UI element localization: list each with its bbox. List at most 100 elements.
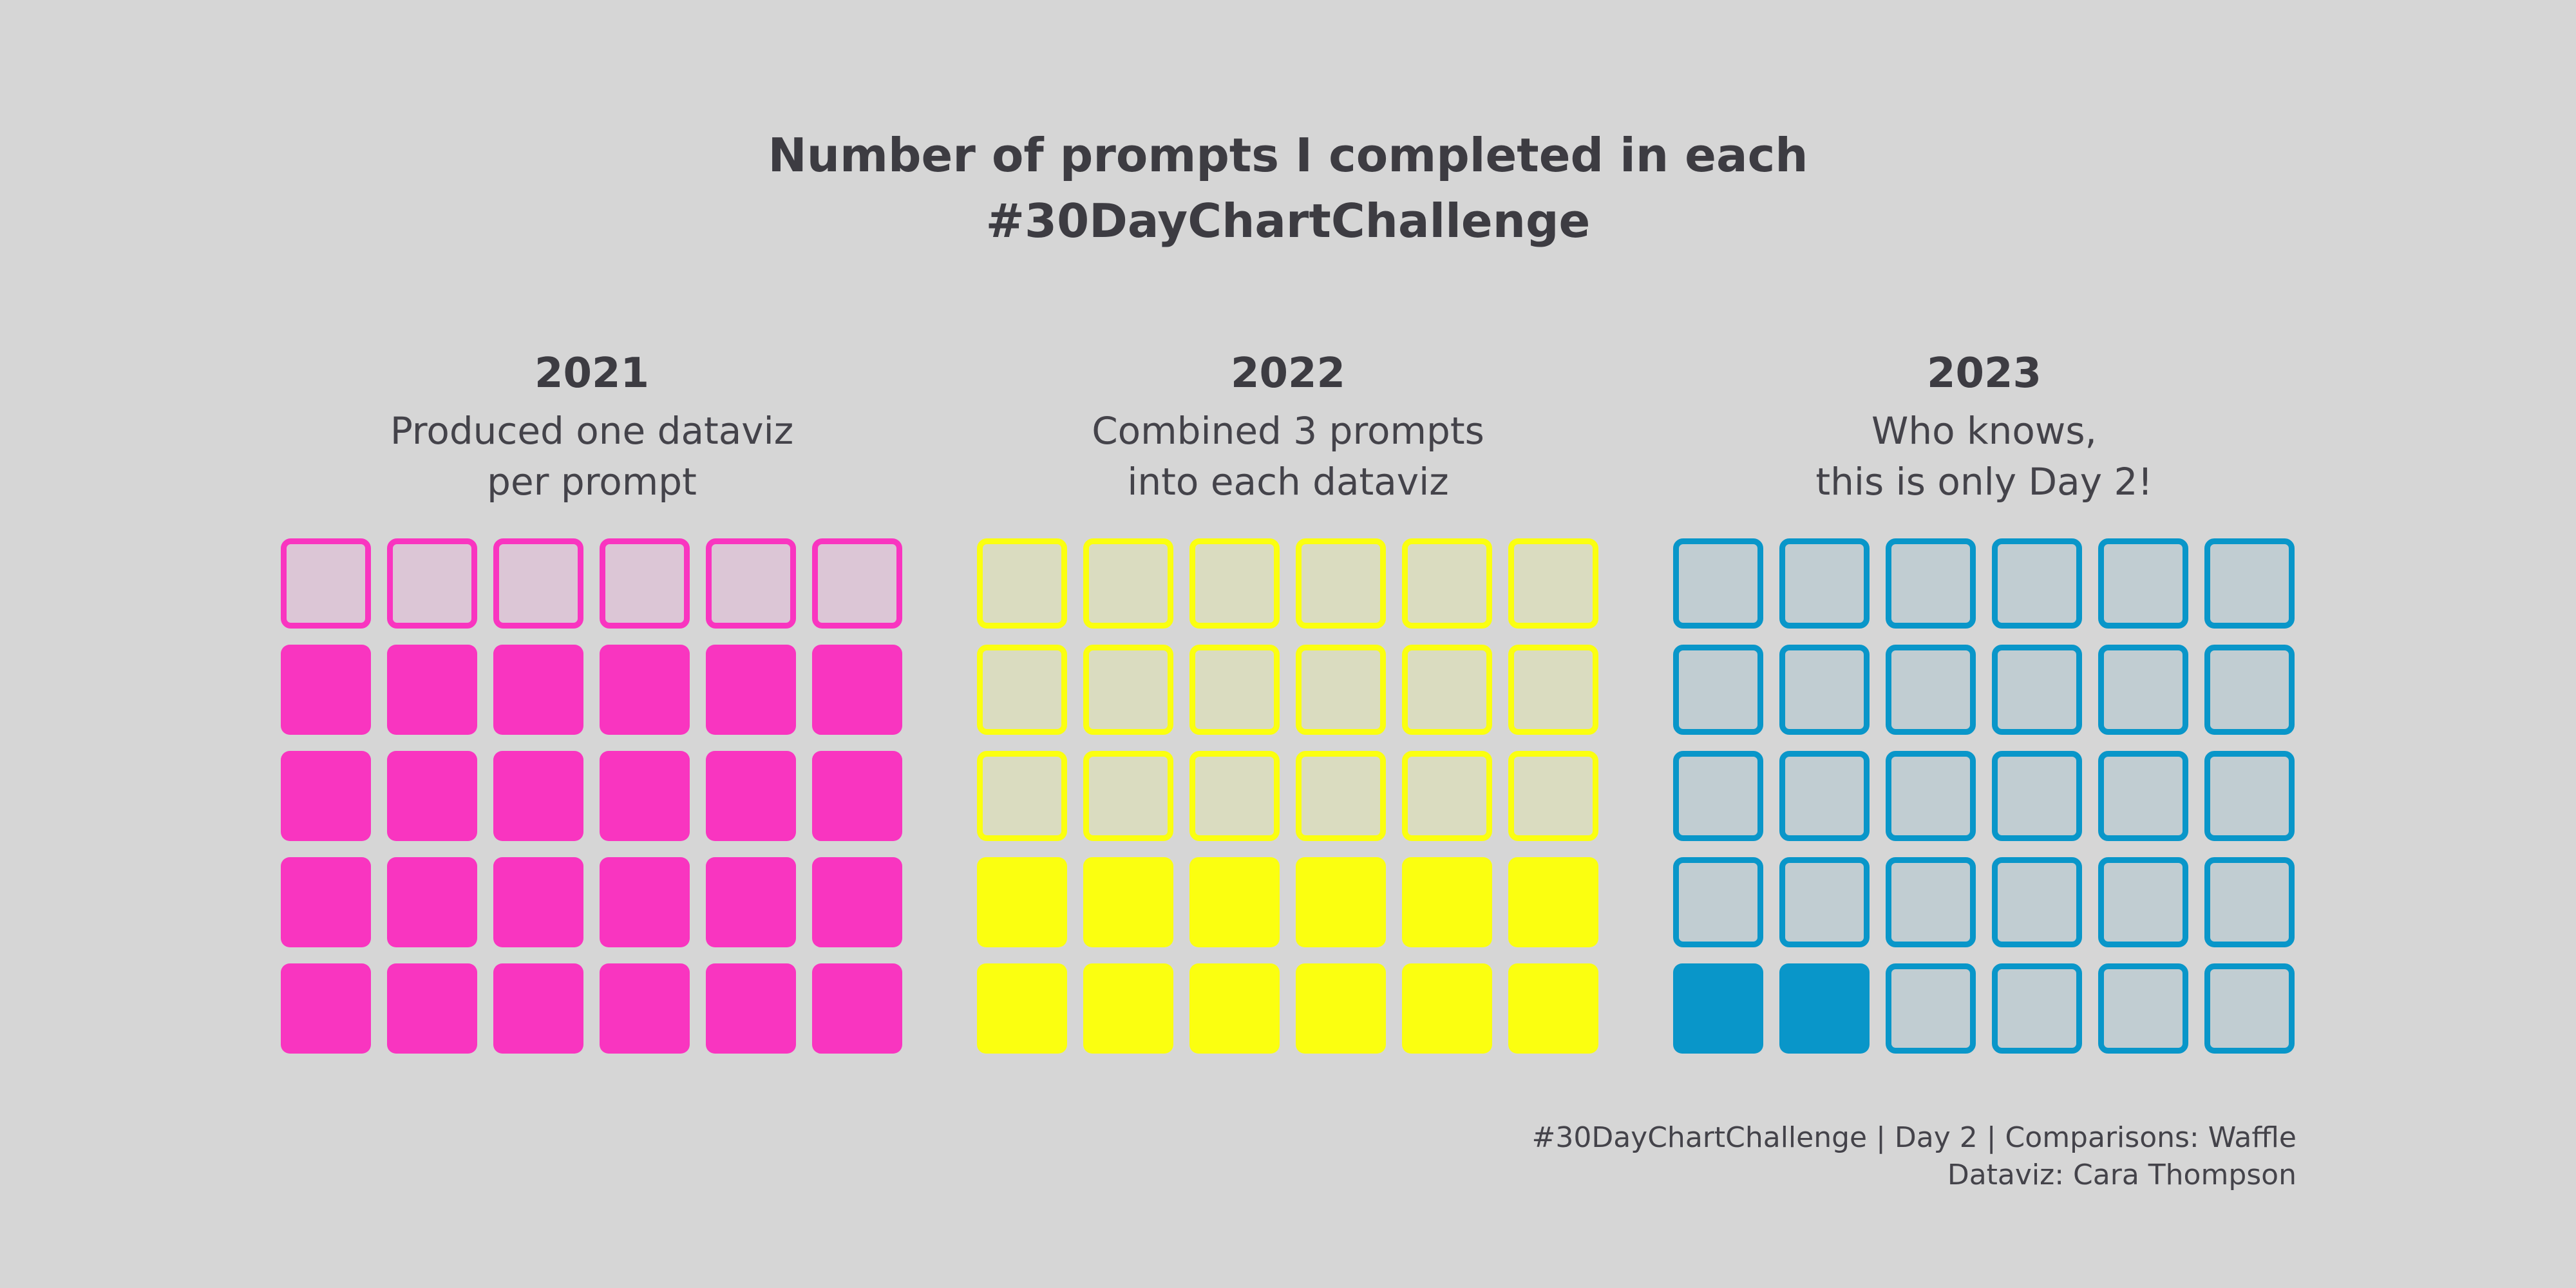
waffle-square-2023-empty [1886, 963, 1976, 1054]
waffle-square-2023-empty [2204, 963, 2295, 1054]
waffle-square-2022-empty [1296, 645, 1386, 735]
waffle-square-2022-empty [1296, 538, 1386, 629]
waffle-square-2023-empty [2098, 645, 2188, 735]
waffle-square-2023-empty [2204, 857, 2295, 947]
waffle-square-2023-empty [1992, 645, 2082, 735]
waffle-square-2023-empty [1673, 857, 1763, 947]
waffle-square-2021-completed [387, 645, 477, 735]
waffle-square-2022-empty [1402, 645, 1492, 735]
panel-2023-header: 2023 Who knows, this is only Day 2! [1673, 341, 2295, 507]
waffle-square-2022-empty [1508, 538, 1598, 629]
waffle-square-2021-completed [387, 857, 477, 947]
waffle-2021 [281, 538, 902, 1054]
waffle-square-2021-completed [812, 645, 902, 735]
waffle-square-2022-completed [1296, 857, 1386, 947]
waffle-square-2023-empty [2098, 751, 2188, 841]
waffle-square-2022-empty [1402, 538, 1492, 629]
waffle-square-2021-completed [706, 857, 796, 947]
waffle-square-2021-completed [387, 963, 477, 1054]
waffle-square-2023-empty [1886, 857, 1976, 947]
waffle-square-2023-empty [1673, 538, 1763, 629]
waffle-square-2021-empty [812, 538, 902, 629]
waffle-square-2021-completed [600, 645, 690, 735]
waffle-square-2023-empty [1673, 751, 1763, 841]
waffle-square-2022-completed [1508, 963, 1598, 1054]
waffle-square-2023-empty [2098, 963, 2188, 1054]
waffle-square-2021-completed [493, 645, 583, 735]
waffle-square-2023-empty [1992, 857, 2082, 947]
waffle-square-2021-completed [493, 751, 583, 841]
waffle-square-2022-completed [1296, 963, 1386, 1054]
panel-subtitle: Who knows, this is only Day 2! [1673, 406, 2295, 507]
panel-subtitle: Produced one dataviz per prompt [281, 406, 903, 507]
panel-subtitle-line2: into each dataviz [1127, 460, 1449, 504]
waffle-square-2022-empty [1508, 645, 1598, 735]
panel-year-label: 2023 [1926, 350, 2042, 397]
waffle-square-2022-empty [1083, 538, 1173, 629]
waffle-square-2021-completed [281, 645, 371, 735]
waffle-square-2023-completed [1673, 963, 1763, 1054]
waffle-square-2023-empty [2204, 538, 2295, 629]
waffle-2022 [977, 538, 1598, 1054]
panel-2022-header: 2022 Combined 3 prompts into each datavi… [977, 341, 1599, 507]
panel-subtitle-line1: Who knows, [1871, 409, 2097, 453]
waffle-square-2021-completed [281, 751, 371, 841]
waffle-square-2022-empty [1083, 645, 1173, 735]
panel-subtitle-line1: Produced one dataviz [390, 409, 794, 453]
panel-year-label: 2022 [1230, 350, 1346, 397]
waffle-square-2023-empty [2098, 538, 2188, 629]
waffle-square-2023-empty [1992, 538, 2082, 629]
waffle-square-2022-completed [1189, 857, 1280, 947]
waffle-square-2023-empty [1673, 645, 1763, 735]
waffle-square-2021-completed [600, 963, 690, 1054]
waffle-square-2022-empty [1296, 751, 1386, 841]
waffle-square-2022-completed [1508, 857, 1598, 947]
caption-line1: #30DayChartChallenge | Day 2 | Compariso… [1531, 1121, 2297, 1154]
chart-title-line1: Number of prompts I completed in each [768, 128, 1808, 182]
waffle-square-2022-completed [977, 857, 1067, 947]
waffle-square-2021-completed [812, 963, 902, 1054]
waffle-square-2021-completed [493, 963, 583, 1054]
panel-subtitle-line1: Combined 3 prompts [1092, 409, 1484, 453]
waffle-square-2023-empty [1886, 751, 1976, 841]
waffle-square-2022-empty [1189, 751, 1280, 841]
waffle-2023 [1673, 538, 2295, 1054]
panel-subtitle-line2: per prompt [487, 460, 697, 504]
waffle-square-2023-completed [1779, 963, 1870, 1054]
waffle-square-2023-empty [1886, 538, 1976, 629]
waffle-square-2022-empty [1189, 645, 1280, 735]
waffle-square-2021-empty [387, 538, 477, 629]
waffle-square-2023-empty [1886, 645, 1976, 735]
waffle-square-2021-completed [812, 751, 902, 841]
waffle-square-2021-completed [600, 751, 690, 841]
waffle-square-2021-completed [281, 857, 371, 947]
waffle-square-2023-empty [1992, 751, 2082, 841]
chart-title: Number of prompts I completed in each #3… [0, 122, 2576, 254]
waffle-square-2021-completed [706, 645, 796, 735]
waffle-square-2023-empty [2098, 857, 2188, 947]
waffle-square-2021-completed [812, 857, 902, 947]
waffle-square-2021-completed [387, 751, 477, 841]
waffle-square-2023-empty [1779, 857, 1870, 947]
waffle-square-2022-completed [1402, 857, 1492, 947]
waffle-square-2021-empty [706, 538, 796, 629]
waffle-square-2023-empty [2204, 751, 2295, 841]
waffle-square-2023-empty [1779, 751, 1870, 841]
waffle-square-2021-empty [600, 538, 690, 629]
waffle-square-2021-completed [706, 751, 796, 841]
waffle-square-2023-empty [1992, 963, 2082, 1054]
waffle-square-2021-completed [281, 963, 371, 1054]
waffle-square-2022-empty [977, 645, 1067, 735]
panel-2021-header: 2021 Produced one dataviz per prompt [281, 341, 903, 507]
waffle-square-2022-completed [1189, 963, 1280, 1054]
waffle-square-2022-empty [977, 538, 1067, 629]
chart-title-line2: #30DayChartChallenge [985, 194, 1591, 248]
waffle-square-2023-empty [1779, 645, 1870, 735]
caption: #30DayChartChallenge | Day 2 | Compariso… [1531, 1119, 2297, 1194]
waffle-square-2021-completed [706, 963, 796, 1054]
waffle-square-2022-empty [1508, 751, 1598, 841]
waffle-square-2021-empty [281, 538, 371, 629]
waffle-square-2022-empty [1083, 751, 1173, 841]
waffle-square-2022-completed [1402, 963, 1492, 1054]
waffle-square-2023-empty [2204, 645, 2295, 735]
